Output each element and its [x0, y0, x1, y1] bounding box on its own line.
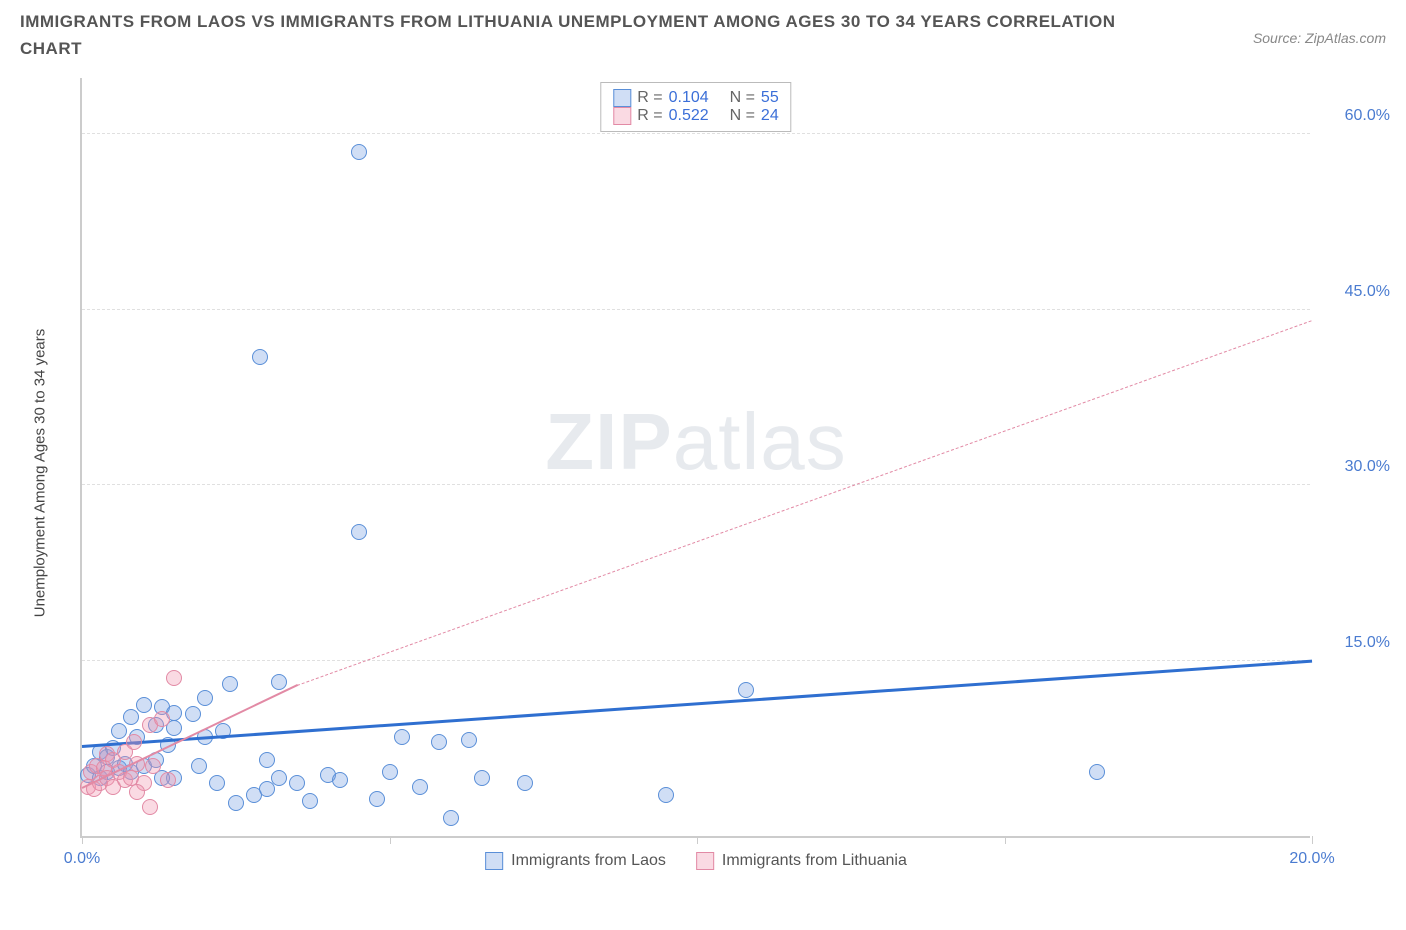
- data-point: [369, 791, 385, 807]
- legend-series: Immigrants from Laos Immigrants from Lit…: [485, 852, 907, 870]
- x-tick: [697, 836, 698, 844]
- gridline: [82, 309, 1310, 310]
- data-point: [166, 670, 182, 686]
- x-tick-label: 0.0%: [64, 850, 100, 868]
- data-point: [154, 711, 170, 727]
- data-point: [517, 775, 533, 791]
- data-point: [197, 690, 213, 706]
- trend-line: [82, 660, 1312, 748]
- legend-item-laos: Immigrants from Laos: [485, 852, 666, 870]
- legend-swatch-laos: [485, 852, 503, 870]
- x-tick: [1005, 836, 1006, 844]
- data-point: [126, 734, 142, 750]
- data-point: [145, 758, 161, 774]
- data-point: [259, 752, 275, 768]
- y-tick-label: 30.0%: [1320, 458, 1390, 476]
- data-point: [738, 682, 754, 698]
- trend-line: [297, 321, 1312, 687]
- data-point: [129, 784, 145, 800]
- y-tick-label: 45.0%: [1320, 283, 1390, 301]
- data-point: [394, 729, 410, 745]
- x-tick: [1312, 836, 1313, 844]
- legend-swatch-lithuania: [613, 107, 631, 125]
- header: IMMIGRANTS FROM LAOS VS IMMIGRANTS FROM …: [0, 0, 1406, 62]
- x-tick-label: 20.0%: [1289, 850, 1334, 868]
- x-tick: [390, 836, 391, 844]
- data-point: [259, 781, 275, 797]
- data-point: [142, 799, 158, 815]
- data-point: [332, 772, 348, 788]
- legend-stats-row: R = 0.522 N = 24: [613, 107, 778, 125]
- chart-area: Unemployment Among Ages 30 to 34 years Z…: [60, 78, 1380, 868]
- data-point: [228, 795, 244, 811]
- y-tick-label: 15.0%: [1320, 634, 1390, 652]
- data-point: [111, 723, 127, 739]
- legend-swatch-lithuania: [696, 852, 714, 870]
- legend-item-lithuania: Immigrants from Lithuania: [696, 852, 907, 870]
- data-point: [252, 349, 268, 365]
- data-point: [1089, 764, 1105, 780]
- legend-swatch-laos: [613, 89, 631, 107]
- data-point: [209, 775, 225, 791]
- data-point: [271, 674, 287, 690]
- source-label: Source: ZipAtlas.com: [1253, 8, 1386, 46]
- chart-title: IMMIGRANTS FROM LAOS VS IMMIGRANTS FROM …: [20, 8, 1120, 62]
- watermark: ZIPatlas: [545, 396, 846, 488]
- data-point: [461, 732, 477, 748]
- data-point: [431, 734, 447, 750]
- legend-stats: R = 0.104 N = 55 R = 0.522 N = 24: [600, 82, 791, 132]
- data-point: [351, 524, 367, 540]
- data-point: [412, 779, 428, 795]
- data-point: [382, 764, 398, 780]
- gridline: [82, 484, 1310, 485]
- data-point: [474, 770, 490, 786]
- data-point: [185, 706, 201, 722]
- data-point: [160, 772, 176, 788]
- gridline: [82, 660, 1310, 661]
- data-point: [443, 810, 459, 826]
- data-point: [289, 775, 305, 791]
- x-tick: [82, 836, 83, 844]
- gridline: [82, 133, 1310, 134]
- data-point: [136, 697, 152, 713]
- data-point: [271, 770, 287, 786]
- data-point: [123, 709, 139, 725]
- data-point: [302, 793, 318, 809]
- data-point: [222, 676, 238, 692]
- data-point: [658, 787, 674, 803]
- y-tick-label: 60.0%: [1320, 107, 1390, 125]
- y-axis-title: Unemployment Among Ages 30 to 34 years: [32, 329, 49, 618]
- data-point: [191, 758, 207, 774]
- scatter-plot: ZIPatlas R = 0.104 N = 55 R = 0.522 N = …: [80, 78, 1310, 838]
- data-point: [351, 144, 367, 160]
- legend-stats-row: R = 0.104 N = 55: [613, 89, 778, 107]
